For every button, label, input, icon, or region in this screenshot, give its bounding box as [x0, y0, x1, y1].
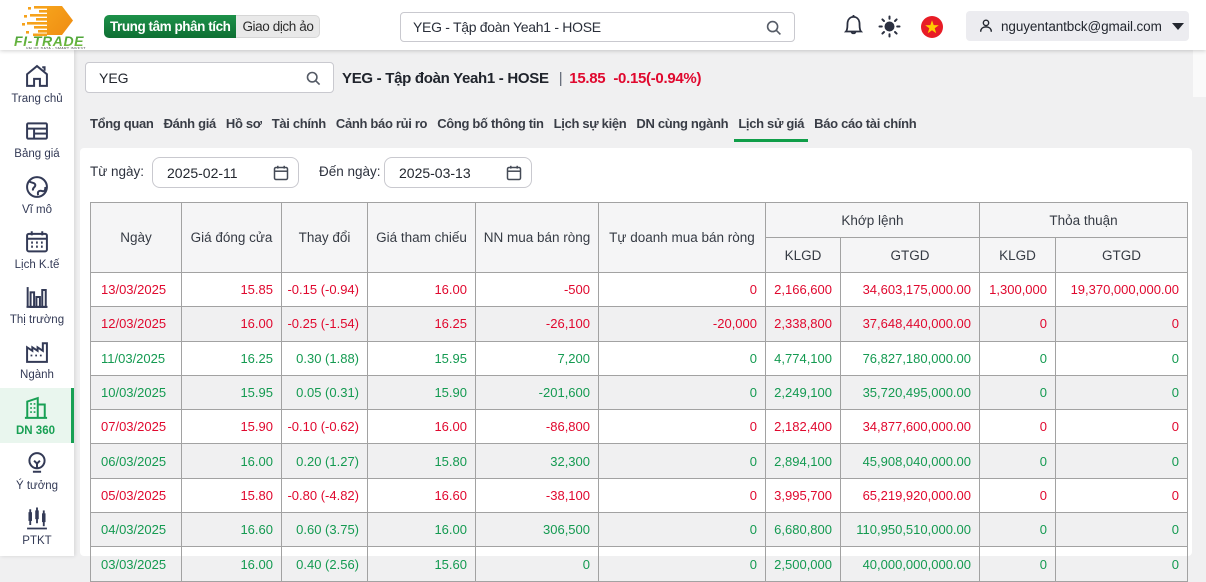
svg-text:VALUE DATA - SMART INVEST: VALUE DATA - SMART INVEST	[26, 47, 86, 50]
svg-text:FI-TRADE: FI-TRADE	[14, 33, 84, 49]
